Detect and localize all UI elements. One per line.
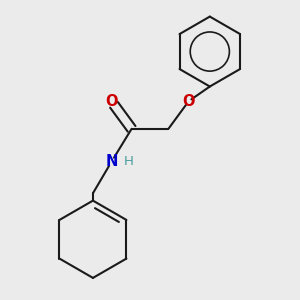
Text: O: O — [182, 94, 195, 109]
Text: N: N — [105, 154, 118, 169]
Text: H: H — [124, 154, 134, 167]
Text: O: O — [105, 94, 118, 109]
